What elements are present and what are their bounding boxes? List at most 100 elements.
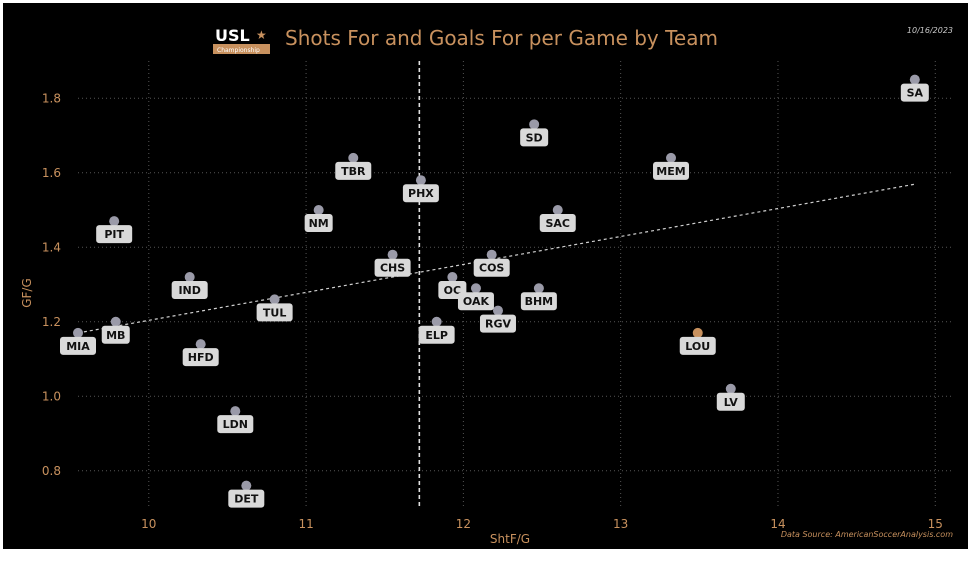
team-label: NM [309, 217, 329, 230]
chart-frame: SA SD TBR MEM PHX PIT NM SAC CHS OC COS IND TUL OAK BH… [3, 3, 968, 549]
logo-subtext: Championship [217, 47, 260, 54]
point-tul [269, 294, 280, 305]
label-nm: NM [304, 214, 333, 232]
point-nm [313, 205, 324, 215]
label-box [182, 348, 219, 367]
team-label: LDN [223, 418, 248, 431]
label-hfd: HFD [182, 348, 219, 367]
date-stamp: 10/16/2023 [907, 26, 953, 35]
team-label: TUL [263, 306, 286, 319]
team-label: IND [178, 284, 200, 297]
label-elp: ELP [418, 325, 455, 344]
team-label: ELP [425, 329, 448, 342]
label-box [457, 292, 494, 311]
label-box [473, 258, 510, 277]
label-box [418, 325, 455, 344]
point-sac [552, 205, 563, 215]
label-box [539, 214, 576, 232]
y-tick-label: 1.0 [42, 389, 61, 403]
label-tbr: TBR [335, 161, 372, 180]
label-lou: LOU [679, 336, 716, 355]
label-chs: CHS [374, 258, 411, 277]
team-label: MB [106, 329, 125, 342]
team-label: SA [907, 87, 924, 100]
x-tick-label: 11 [298, 517, 313, 531]
x-tick-label: 13 [613, 517, 628, 531]
x-tick-label: 12 [456, 517, 471, 531]
grid [78, 61, 951, 508]
label-sa: SA [900, 83, 929, 102]
point-rgv [492, 305, 503, 316]
label-box [96, 225, 133, 244]
team-label: SD [526, 131, 543, 144]
x-tick-label: 15 [928, 517, 943, 531]
team-label: TBR [341, 165, 366, 178]
x-axis-label: ShtF/G [490, 532, 530, 546]
team-label: CHS [380, 262, 405, 275]
team-label: MEM [656, 165, 685, 178]
y-tick-labels: 0.8 1.0 1.2 1.4 1.6 1.8 [42, 91, 61, 478]
y-tick-label: 1.4 [42, 240, 61, 254]
point-ind [184, 272, 195, 283]
label-det: DET [228, 489, 265, 508]
label-sac: SAC [539, 214, 576, 232]
label-box [653, 161, 690, 180]
usl-logo: USL ★ Championship [213, 23, 270, 55]
y-tick-label: 1.2 [42, 315, 61, 329]
chart-title: Shots For and Goals For per Game by Team [285, 26, 718, 50]
point-pit [109, 216, 120, 227]
label-rgv: RGV [479, 314, 516, 333]
label-box [679, 336, 716, 355]
point-hfd [195, 339, 206, 350]
label-box [900, 83, 929, 102]
label-box [217, 415, 254, 434]
x-tick-labels: 10 11 12 13 14 15 [141, 517, 943, 531]
star-icon: ★ [256, 28, 267, 42]
point-mem [666, 152, 677, 163]
trendline [77, 183, 917, 334]
point-elp [431, 316, 442, 327]
label-phx: PHX [402, 184, 439, 203]
point-bhm [533, 283, 544, 294]
label-oak: OAK [457, 292, 494, 311]
point-lou [692, 327, 703, 338]
labels-layer: SA SD TBR MEM PHX PIT NM SAC CHS OC COS IND TUL OAK BH… [60, 83, 929, 508]
label-mb: MB [101, 325, 130, 344]
label-box [60, 336, 96, 355]
label-box [479, 314, 516, 333]
label-mia: MIA [60, 336, 96, 355]
label-box [374, 258, 411, 277]
label-ldn: LDN [217, 415, 254, 434]
label-mem: MEM [653, 161, 690, 180]
team-label: OC [444, 284, 461, 297]
team-label: PHX [408, 187, 434, 200]
label-box [402, 184, 439, 203]
logo-text: USL [215, 26, 250, 45]
team-label: PIT [104, 228, 124, 241]
label-bhm: BHM [520, 292, 557, 311]
team-label: COS [479, 262, 504, 275]
team-label: DET [234, 493, 259, 506]
label-box [256, 303, 293, 322]
label-box [520, 128, 549, 147]
team-label: OAK [463, 295, 490, 308]
y-tick-label: 1.8 [42, 91, 61, 105]
team-label: RGV [485, 318, 511, 331]
point-oc [447, 272, 458, 283]
label-cos: COS [473, 258, 510, 277]
point-lv [725, 383, 736, 394]
label-pit: PIT [96, 225, 133, 244]
team-label: HFD [188, 351, 214, 364]
label-tul: TUL [256, 303, 293, 322]
label-box [335, 161, 372, 180]
point-phx [415, 175, 426, 186]
label-box [304, 214, 333, 232]
point-cos [486, 249, 497, 260]
point-chs [387, 249, 398, 260]
team-label: SAC [545, 217, 570, 230]
label-sd: SD [520, 128, 549, 147]
team-label: LV [724, 396, 738, 409]
team-label: MIA [66, 340, 90, 353]
x-tick-label: 10 [141, 517, 156, 531]
points-layer [73, 74, 920, 491]
